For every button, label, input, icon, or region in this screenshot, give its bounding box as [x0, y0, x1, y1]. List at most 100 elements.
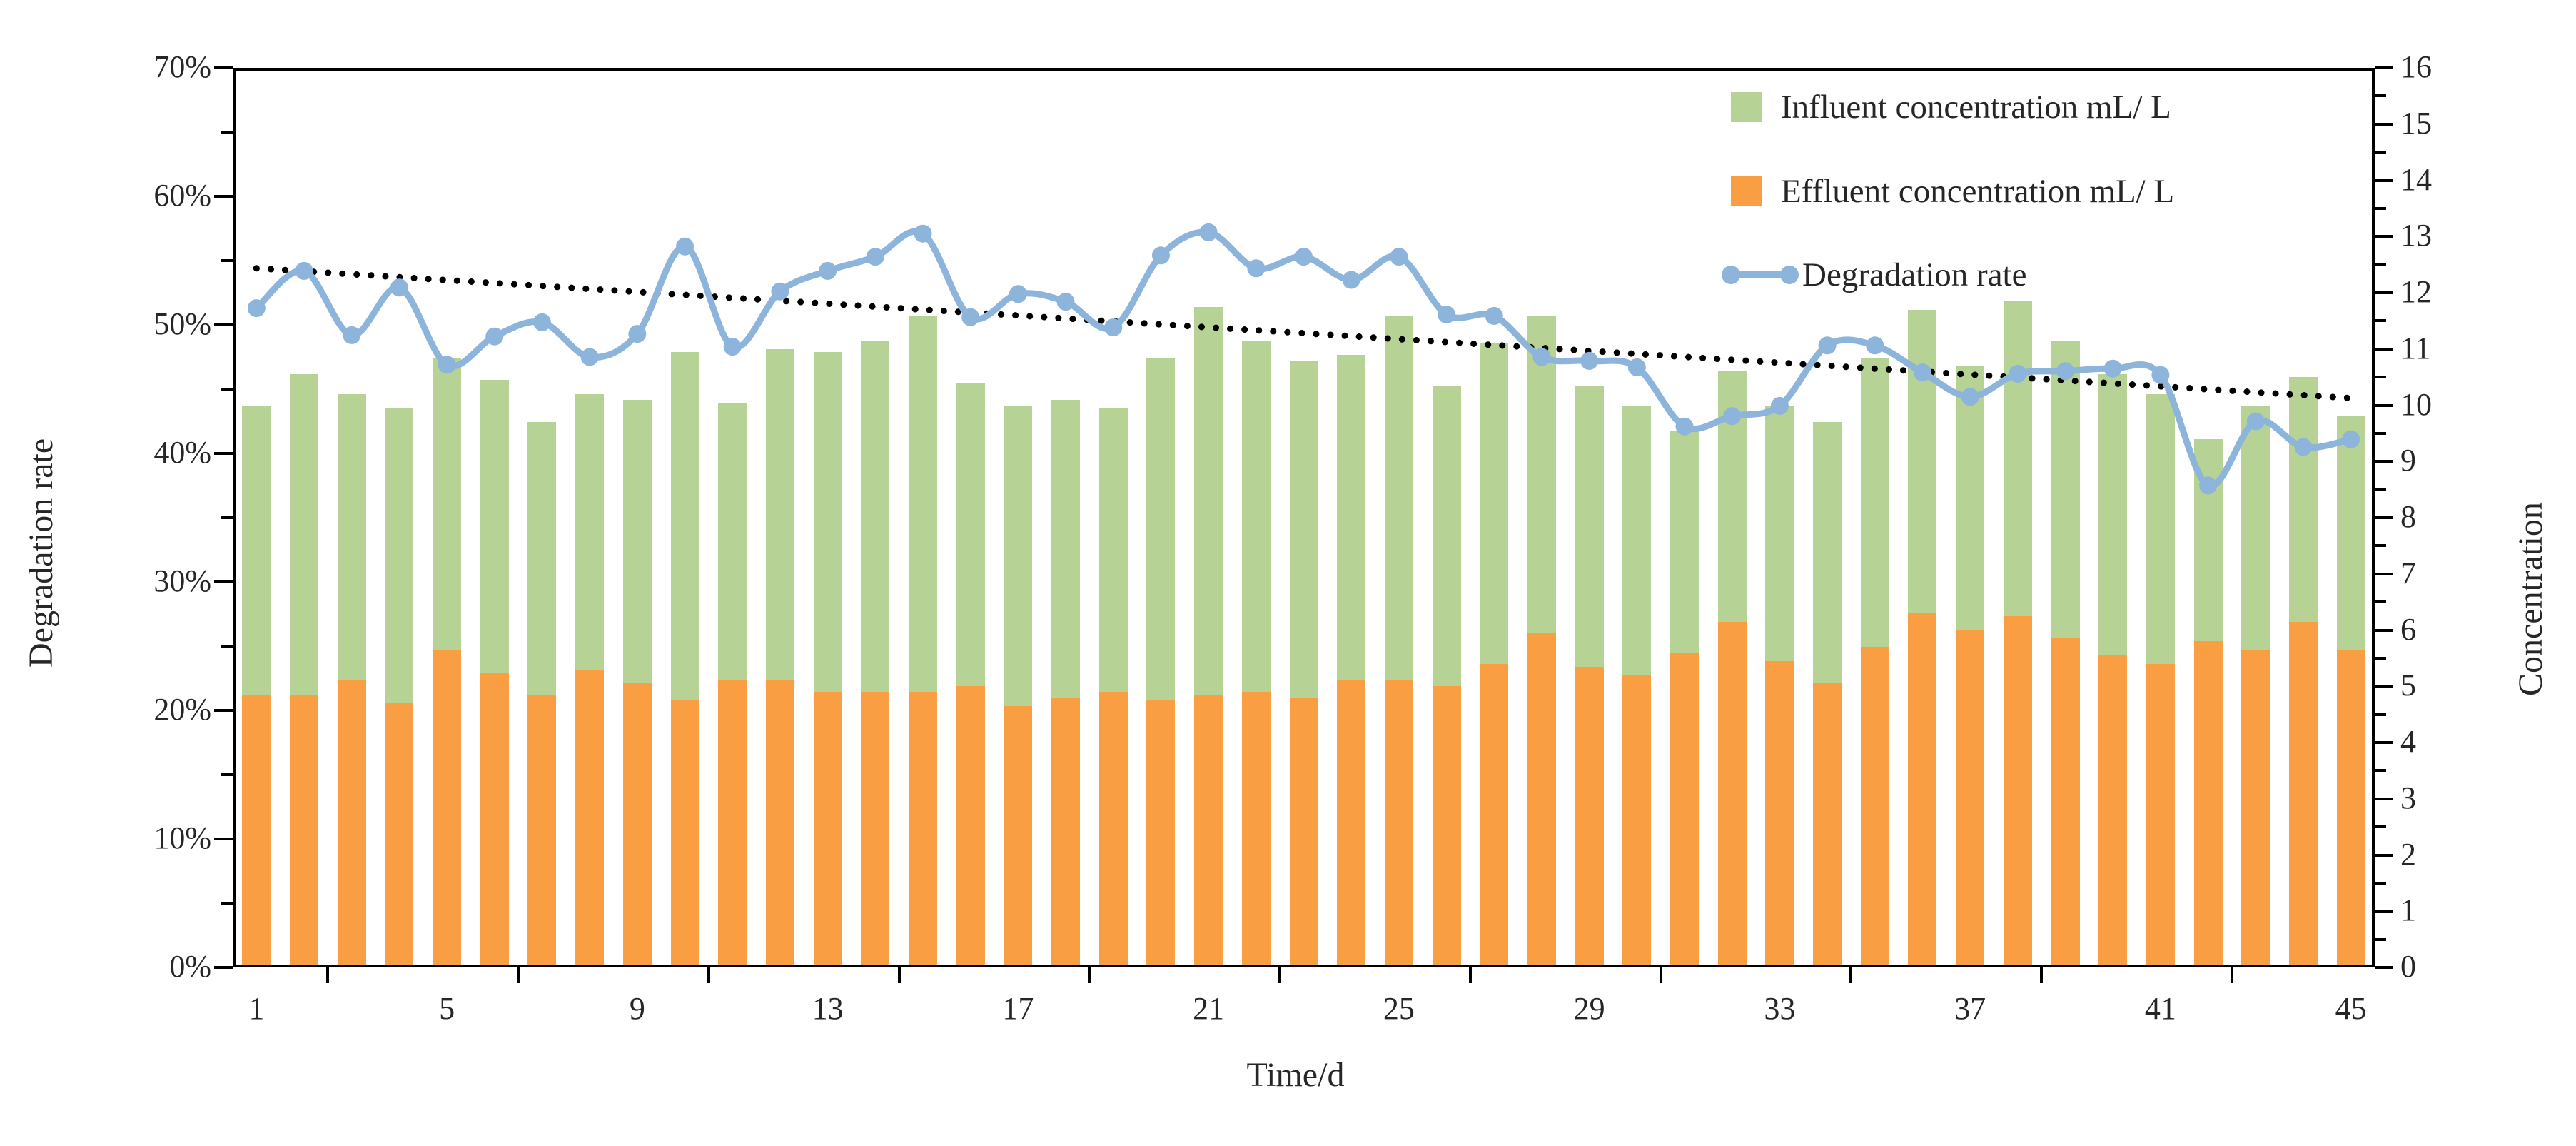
tick-mark	[2375, 600, 2386, 604]
tick-label: 6	[2400, 611, 2416, 647]
bar-effluent	[670, 700, 699, 965]
tick-mark	[221, 645, 233, 648]
tick-mark	[2375, 628, 2393, 632]
tick-mark	[2375, 263, 2386, 266]
tick-label: 10%	[153, 820, 211, 855]
line-marker-icon	[1722, 266, 1799, 284]
degradation-rate-marker	[1723, 407, 1742, 426]
degradation-rate-marker	[1295, 248, 1313, 266]
legend-label-influent: Influent concentration mL/ L	[1781, 89, 2171, 126]
tick-label: 21	[1193, 991, 1225, 1026]
tick-mark	[326, 967, 330, 983]
tick-mark	[2375, 881, 2386, 885]
bar-effluent	[2003, 615, 2032, 965]
degradation-rate-marker	[2199, 476, 2218, 495]
bar-effluent	[1289, 698, 1318, 965]
bar-effluent	[1384, 680, 1413, 965]
tick-label: 8	[2400, 499, 2416, 534]
tick-label: 9	[629, 991, 645, 1026]
tick-mark	[214, 966, 233, 969]
degradation-rate-marker	[2342, 430, 2360, 448]
tick-label: 16	[2400, 49, 2432, 84]
tick-label: 60%	[153, 178, 211, 213]
bar-effluent	[337, 680, 366, 965]
tick-mark	[2230, 967, 2233, 983]
tick-mark	[2375, 431, 2386, 435]
tick-label: 33	[1764, 991, 1796, 1026]
tick-label: 25	[1383, 991, 1415, 1026]
degradation-rate-marker	[1009, 285, 1027, 303]
tick-label: 70%	[153, 49, 211, 84]
tick-mark	[2375, 460, 2393, 463]
tick-mark	[214, 580, 233, 583]
tick-mark	[221, 388, 233, 391]
degradation-rate-marker	[914, 224, 932, 243]
bar-effluent	[1908, 613, 1937, 965]
bar-effluent	[1670, 653, 1699, 965]
tick-label: 2	[2400, 836, 2416, 872]
bar-effluent	[1004, 705, 1033, 965]
degradation-rate-marker	[1151, 246, 1170, 265]
degradation-rate-marker	[723, 338, 742, 356]
degradation-rate-marker	[295, 261, 313, 280]
bar-effluent	[2288, 621, 2318, 965]
tick-mark	[1088, 967, 1091, 983]
bar-effluent	[2193, 641, 2223, 965]
degradation-rate-marker	[2056, 362, 2075, 381]
bar-effluent	[480, 672, 509, 965]
degradation-rate-marker	[532, 313, 551, 331]
bar-effluent	[1432, 686, 1461, 965]
tick-mark	[214, 323, 233, 326]
tick-label: 14	[2400, 161, 2432, 197]
tick-mark	[2375, 713, 2386, 716]
tick-mark	[897, 967, 901, 983]
tick-label: 50%	[153, 306, 211, 341]
effluent-swatch-icon	[1731, 176, 1762, 206]
tick-label: 29	[1573, 991, 1605, 1026]
legend-label-degradation-rate: Degradation rate	[1802, 256, 2027, 293]
tick-mark	[2375, 151, 2386, 154]
tick-mark	[1849, 967, 1853, 983]
bar-effluent	[290, 695, 319, 965]
bar-effluent	[622, 683, 652, 965]
degradation-rate-marker	[1247, 259, 1266, 278]
degradation-rate-marker	[628, 325, 647, 343]
degradation-rate-marker	[676, 237, 694, 256]
degradation-rate-marker	[438, 356, 456, 374]
bar-effluent	[2098, 655, 2128, 965]
degradation-rate-marker	[1866, 336, 1884, 355]
tick-mark	[2375, 235, 2393, 238]
bar-effluent	[1956, 630, 1985, 965]
bar-effluent	[1098, 692, 1128, 965]
legend-label-effluent: Effluent concentration mL/ L	[1781, 173, 2175, 210]
bar-effluent	[861, 692, 890, 965]
tick-label: 37	[1954, 991, 1986, 1026]
bar-effluent	[2146, 663, 2175, 965]
legend-item-influent: Influent concentration mL/ L	[1731, 89, 2171, 126]
tick-label: 0%	[169, 949, 211, 984]
tick-mark	[2375, 179, 2393, 182]
degradation-rate-marker	[1199, 223, 1218, 241]
degradation-rate-marker	[343, 326, 361, 344]
tick-label: 10	[2400, 386, 2432, 422]
degradation-rate-marker	[2294, 438, 2313, 456]
x-axis-title: Time/d	[1246, 1056, 1345, 1094]
tick-label: 3	[2400, 780, 2416, 815]
tick-mark	[2375, 797, 2393, 800]
degradation-rate-marker	[1580, 351, 1599, 370]
tick-label: 13	[2400, 218, 2432, 253]
tick-mark	[221, 259, 233, 262]
tick-mark	[221, 516, 233, 519]
tick-mark	[2375, 319, 2386, 323]
bar-effluent	[527, 695, 557, 965]
tick-mark	[2375, 572, 2393, 575]
tick-mark	[2375, 206, 2386, 210]
degradation-rate-marker	[1818, 336, 1837, 355]
tick-mark	[2375, 66, 2393, 69]
bar-effluent	[2336, 650, 2365, 965]
tick-mark	[2375, 122, 2393, 126]
tick-label: 13	[812, 991, 844, 1026]
degradation-rate-marker	[1532, 348, 1551, 366]
